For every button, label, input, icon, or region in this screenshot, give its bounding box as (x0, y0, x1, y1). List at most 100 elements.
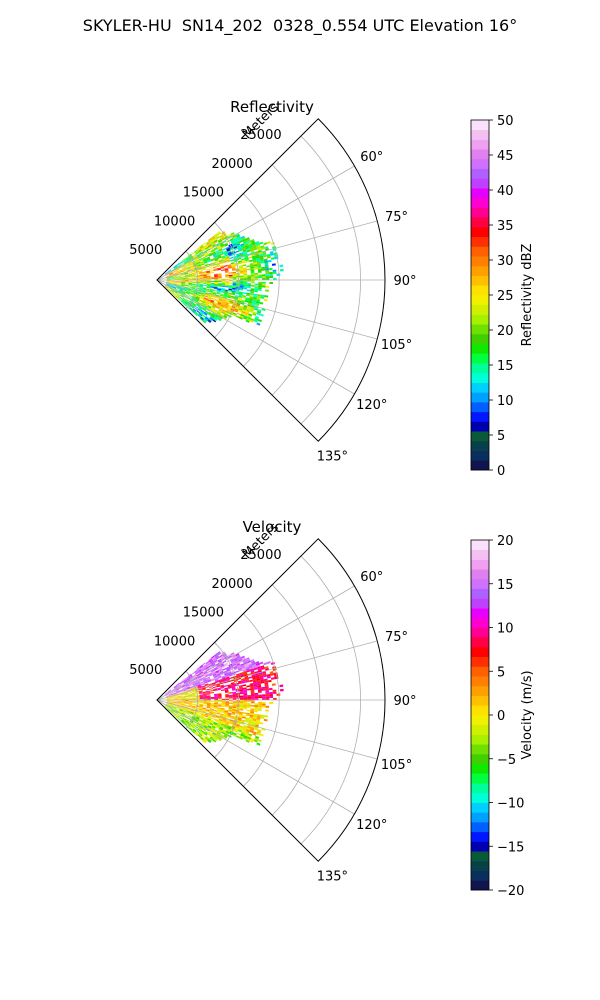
echo-cell (182, 299, 186, 302)
echo-cell (214, 705, 218, 707)
echo-cell (233, 237, 238, 241)
echo-cell (273, 277, 277, 280)
echo-cell (201, 301, 206, 305)
echo-cell (210, 285, 215, 287)
echo-cell (223, 713, 228, 715)
echo-cell (184, 695, 189, 697)
echo-cell (279, 264, 284, 268)
echo-cell (204, 673, 209, 676)
echo-cell (205, 247, 210, 251)
echo-cell (168, 690, 172, 693)
echo-cell (236, 244, 241, 248)
echo-cell (250, 269, 255, 272)
echo-cell (188, 704, 193, 706)
echo-cell (184, 721, 188, 725)
echo-cell (178, 686, 183, 689)
echo-cell (255, 302, 260, 306)
echo-cell (228, 290, 232, 292)
echo-cell (180, 720, 184, 724)
echo-cell (175, 295, 180, 298)
echo-cell (177, 265, 182, 268)
echo-cell (186, 267, 191, 270)
azimuth-tick-label: 135° (317, 869, 348, 884)
echo-cell (250, 696, 255, 699)
range-tick-label: 15000 (183, 606, 224, 621)
azimuth-spoke (156, 165, 355, 281)
echo-cell (183, 679, 187, 683)
echo-cell (194, 669, 198, 673)
echo-cell (170, 710, 174, 713)
echo-cell (199, 311, 204, 315)
echo-cell (206, 705, 211, 707)
echo-cell (240, 281, 244, 284)
echo-cell (204, 732, 208, 736)
echo-cell (264, 682, 269, 685)
echo-cell (223, 685, 228, 687)
echo-cell (244, 257, 249, 260)
echo-cell (232, 693, 237, 695)
echo-cell (241, 296, 246, 299)
echo-cell (215, 296, 220, 299)
echo-cell (225, 675, 230, 678)
echo-cell (235, 735, 240, 739)
echo-cell (228, 672, 233, 676)
echo-cell (222, 298, 227, 302)
echo-cell (258, 276, 263, 279)
echo-cell (252, 731, 257, 735)
echo-cell (170, 277, 174, 278)
echo-cell (224, 688, 229, 691)
echo-cell (166, 697, 171, 699)
echo-cell (261, 701, 266, 704)
echo-cell (248, 663, 253, 667)
echo-cell (188, 284, 192, 287)
echo-cell (243, 272, 248, 274)
colorbar-segment (471, 705, 489, 716)
echo-cell (214, 696, 219, 698)
echo-cell (257, 708, 262, 711)
echo-cell (183, 708, 188, 711)
echo-cell (199, 700, 204, 702)
echo-cell (221, 285, 226, 288)
colorbar-segment (471, 860, 489, 871)
echo-cell (227, 714, 232, 718)
echo-cell (264, 684, 269, 687)
echo-cell (170, 697, 174, 698)
echo-cell (177, 695, 182, 697)
echo-cell (177, 292, 182, 295)
echo-cell (254, 285, 259, 288)
echo-cell (218, 297, 223, 300)
echo-cell (239, 285, 244, 288)
echo-cell (262, 252, 267, 256)
echo-cell (173, 282, 178, 284)
echo-cell (266, 673, 271, 677)
echo-cell (210, 705, 215, 707)
echo-cell (205, 310, 209, 314)
echo-cell (179, 288, 184, 291)
echo-cell (239, 291, 243, 294)
echo-cell (191, 690, 196, 693)
echo-cell (166, 701, 171, 703)
echo-cell (230, 297, 235, 300)
echo-cell (210, 669, 215, 673)
panel-title: Velocity (243, 518, 302, 536)
echo-cell (207, 717, 212, 720)
echo-cell (176, 270, 180, 273)
echo-cell (221, 255, 226, 258)
echo-cell (203, 732, 208, 736)
echo-cell (208, 664, 212, 668)
echo-cell (197, 265, 202, 268)
echo-cell (172, 713, 176, 717)
chart-panel-velocity: Velocity60°75°90°105°120°135°50001000015… (129, 518, 535, 899)
echo-cell (177, 284, 181, 286)
echo-cell (250, 660, 256, 664)
echo-cell (216, 684, 221, 687)
echo-cell (173, 685, 178, 689)
echo-cell (177, 684, 181, 687)
echo-cell (180, 694, 185, 696)
echo-cell (189, 683, 193, 686)
echo-cell (211, 734, 216, 738)
echo-cell (197, 676, 202, 679)
colorbar-segment (471, 382, 489, 393)
echo-cell (210, 720, 215, 723)
range-tick-label: 10000 (154, 214, 195, 229)
